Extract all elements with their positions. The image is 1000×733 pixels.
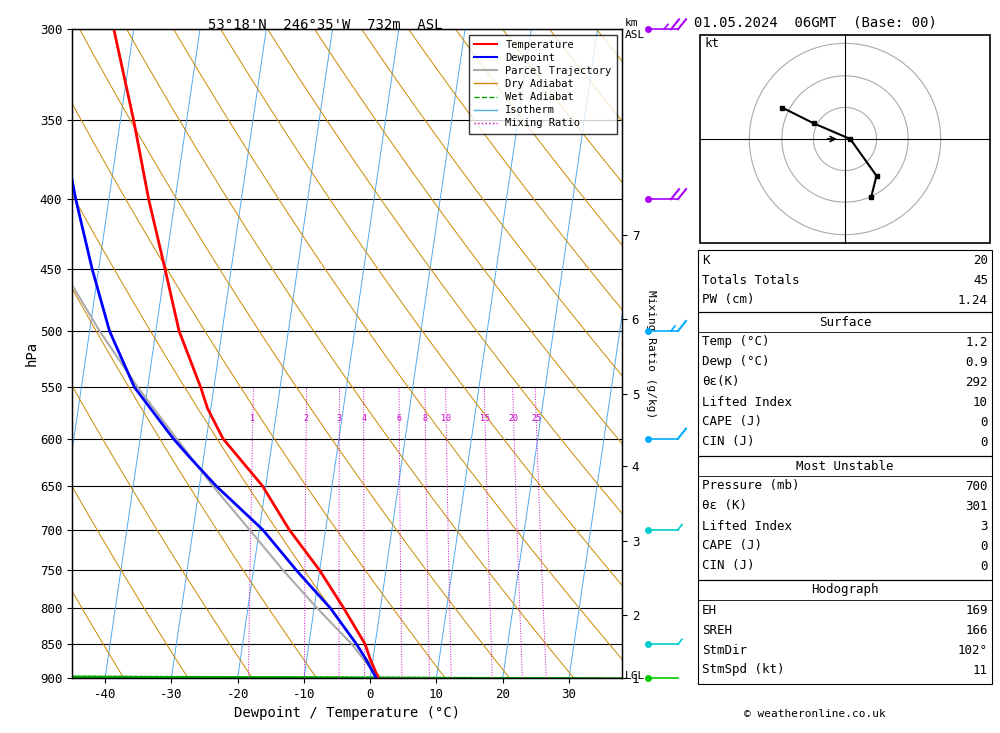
Bar [698,580,992,684]
Text: K: K [702,254,710,267]
Text: Hodograph: Hodograph [811,583,879,597]
Text: CIN (J): CIN (J) [702,435,755,449]
X-axis label: Dewpoint / Temperature (°C): Dewpoint / Temperature (°C) [234,707,460,721]
Text: km
ASL: km ASL [625,18,645,40]
Text: StmDir: StmDir [702,644,747,657]
Text: 1.24: 1.24 [958,293,988,306]
Text: 301: 301 [966,499,988,512]
Text: 3: 3 [337,414,342,423]
Text: 20: 20 [509,414,519,423]
Text: 53°18'N  246°35'W  732m  ASL: 53°18'N 246°35'W 732m ASL [208,18,442,32]
Text: 25: 25 [531,414,541,423]
Text: Temp (°C): Temp (°C) [702,336,770,348]
Text: 102°: 102° [958,644,988,657]
Text: 0.9: 0.9 [966,356,988,369]
Text: 1.2: 1.2 [966,336,988,348]
Text: 15: 15 [480,414,490,423]
Legend: Temperature, Dewpoint, Parcel Trajectory, Dry Adiabat, Wet Adiabat, Isotherm, Mi: Temperature, Dewpoint, Parcel Trajectory… [469,34,617,133]
Text: kt: kt [705,37,720,50]
Text: Most Unstable: Most Unstable [796,460,894,473]
Text: 4: 4 [361,414,366,423]
Text: 8: 8 [423,414,428,423]
Bar [698,312,992,456]
Text: θε (K): θε (K) [702,499,747,512]
Text: Lifted Index: Lifted Index [702,396,792,408]
Text: 700: 700 [966,479,988,493]
Text: 0: 0 [980,435,988,449]
Text: 01.05.2024  06GMT  (Base: 00): 01.05.2024 06GMT (Base: 00) [694,15,936,29]
Text: 166: 166 [966,624,988,636]
Text: CAPE (J): CAPE (J) [702,416,762,429]
Text: CIN (J): CIN (J) [702,559,755,572]
Text: 3: 3 [980,520,988,532]
Bar [698,250,992,312]
Y-axis label: hPa: hPa [25,341,39,366]
Text: PW (cm): PW (cm) [702,293,755,306]
Text: Lifted Index: Lifted Index [702,520,792,532]
Text: 2: 2 [304,414,309,423]
Bar [698,456,992,580]
Text: 0: 0 [980,539,988,553]
Text: CAPE (J): CAPE (J) [702,539,762,553]
Text: 6: 6 [397,414,402,423]
Bar [700,35,990,243]
Text: 292: 292 [966,375,988,388]
Text: 169: 169 [966,603,988,616]
Text: 10: 10 [973,396,988,408]
Text: Pressure (mb): Pressure (mb) [702,479,800,493]
Text: 1: 1 [250,414,255,423]
Text: 45: 45 [973,273,988,287]
Text: Dewp (°C): Dewp (°C) [702,356,770,369]
Text: SREH: SREH [702,624,732,636]
Text: 20: 20 [973,254,988,267]
Text: © weatheronline.co.uk: © weatheronline.co.uk [744,709,886,719]
Text: 0: 0 [980,416,988,429]
Text: 0: 0 [980,559,988,572]
Y-axis label: Mixing Ratio (g/kg): Mixing Ratio (g/kg) [646,290,656,418]
Text: StmSpd (kt): StmSpd (kt) [702,663,784,677]
Text: θε(K): θε(K) [702,375,740,388]
Text: Surface: Surface [819,315,871,328]
Text: 11: 11 [973,663,988,677]
Text: EH: EH [702,603,717,616]
Text: 10: 10 [441,414,451,423]
Text: LCL: LCL [625,671,645,681]
Text: Totals Totals: Totals Totals [702,273,800,287]
